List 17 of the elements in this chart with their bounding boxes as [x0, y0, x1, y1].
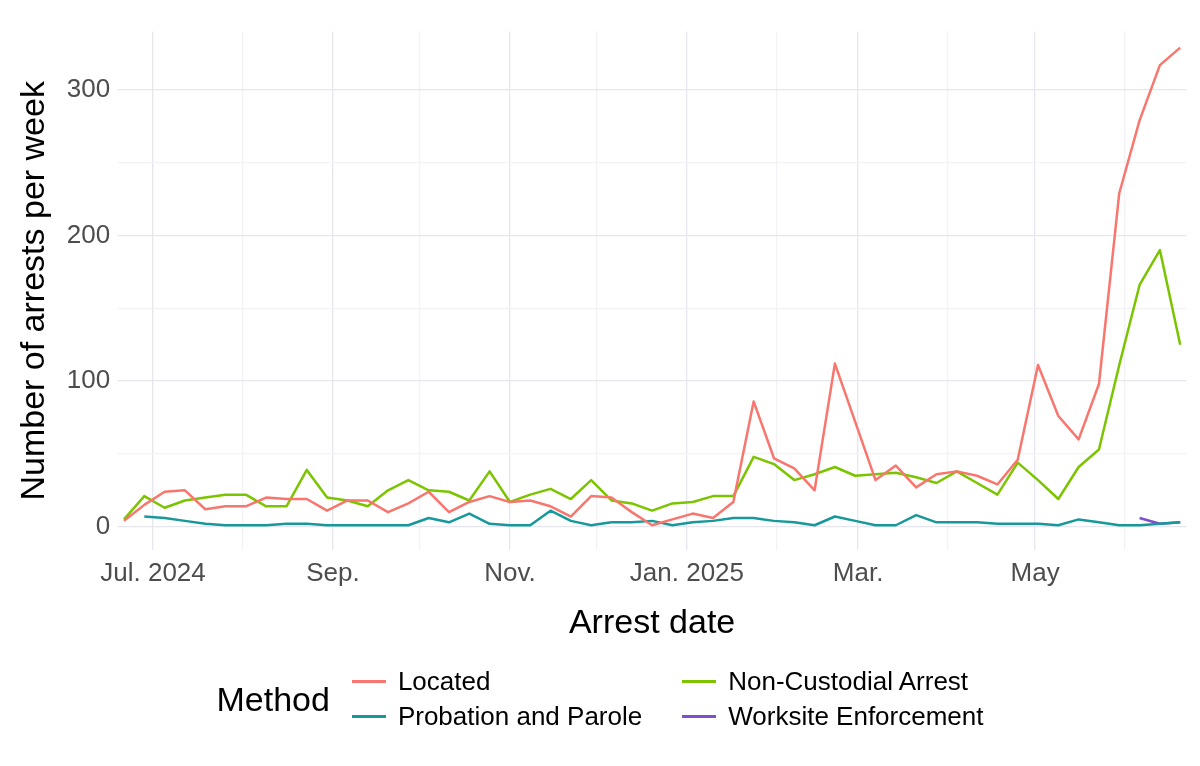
x-tick-label: Jan. 2025 — [629, 556, 745, 587]
y-axis-title: Number of arrests per week — [12, 80, 51, 501]
legend-label: Probation and Parole — [397, 701, 643, 732]
x-tick-label: May — [1010, 556, 1060, 587]
legend-label: Worksite Enforcement — [728, 701, 984, 732]
y-tick-label: 300 — [66, 73, 111, 104]
legend-label: Located — [397, 666, 491, 697]
y-tick-label: 100 — [66, 364, 111, 395]
legend-title: Method — [216, 679, 330, 719]
x-tick-label: Jul. 2024 — [100, 556, 206, 587]
x-axis-title: Arrest date — [568, 601, 736, 640]
legend-label: Non-Custodial Arrest — [728, 666, 969, 697]
x-tick-label: Mar. — [832, 556, 884, 587]
y-tick-label: 0 — [95, 509, 111, 540]
x-tick-label: Nov. — [484, 556, 536, 587]
y-tick-label: 200 — [66, 218, 111, 249]
x-tick-label: Sep. — [306, 556, 360, 587]
